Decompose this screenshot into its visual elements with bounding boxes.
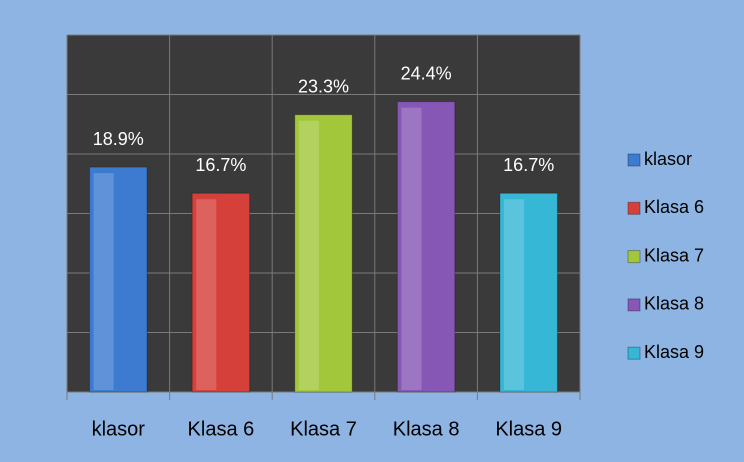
- x-tick-label: Klasa 8: [393, 418, 460, 440]
- bar: [294, 114, 353, 393]
- bar: [396, 101, 456, 393]
- x-tick-label: Klasa 7: [290, 418, 357, 440]
- bar-highlight: [503, 199, 525, 390]
- x-tick-label: Klasa 6: [188, 418, 255, 440]
- data-label: 23.3%: [298, 76, 349, 96]
- data-label: 24.4%: [401, 63, 452, 83]
- legend-label: Klasa 8: [644, 294, 704, 314]
- bar-highlight: [401, 107, 422, 390]
- bar-highlight: [196, 199, 217, 390]
- data-label: 16.7%: [503, 155, 554, 175]
- legend-label: Klasa 7: [644, 245, 704, 265]
- legend-label: Klasa 9: [644, 342, 704, 362]
- legend-label: klasor: [644, 149, 692, 169]
- legend-swatch: [627, 346, 641, 360]
- x-tick-label: klasor: [92, 418, 146, 440]
- legend-swatch: [627, 250, 641, 264]
- bar-highlight: [298, 120, 319, 390]
- legend-swatch: [627, 298, 641, 312]
- bar: [89, 166, 148, 393]
- data-label: 16.7%: [195, 155, 246, 175]
- bar-highlight: [93, 173, 114, 390]
- data-label: 18.9%: [93, 129, 144, 149]
- legend-label: Klasa 6: [644, 197, 704, 217]
- legend-swatch: [627, 201, 641, 215]
- x-tick-label: Klasa 9: [495, 418, 562, 440]
- legend-swatch: [627, 153, 641, 167]
- bar: [499, 192, 558, 393]
- bar: [191, 192, 251, 393]
